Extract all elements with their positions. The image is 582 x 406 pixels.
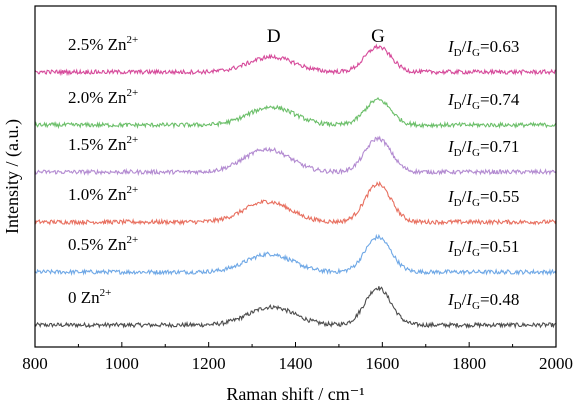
series-name-3: 1.5% Zn2+ [68, 134, 138, 154]
series-name-0: 0 Zn2+ [68, 287, 111, 307]
x-tick-label-1600: 1600 [365, 354, 399, 373]
series-ratio-5: ID/IG=0.63 [447, 37, 519, 59]
series-name-4: 2.0% Zn2+ [68, 87, 138, 107]
y-axis-label: Intensity / (a.u.) [2, 119, 23, 234]
peak-label-d: D [267, 26, 281, 47]
series-ratio-4: ID/IG=0.74 [447, 90, 520, 112]
x-tick-label-800: 800 [22, 354, 48, 373]
series-line-1 [34, 233, 557, 277]
series-line-0 [34, 286, 557, 330]
x-axis-label: Raman shift / cm⁻¹ [226, 384, 364, 404]
axes-layer: 800 1000 1200 1400 1600 1800 2000 Raman shift /… [2, 5, 573, 404]
series-ratio-3: ID/IG=0.71 [447, 137, 519, 159]
series-name-1: 0.5% Zn2+ [68, 234, 138, 254]
series-line-3 [34, 135, 557, 177]
series-ratio-1: ID/IG=0.51 [447, 237, 519, 259]
x-tick-label-2000: 2000 [539, 354, 573, 373]
peak-label-g: G [371, 26, 385, 47]
x-tick-label-1000: 1000 [105, 354, 139, 373]
series-ratio-2: ID/IG=0.55 [447, 187, 519, 209]
series-line-5 [34, 43, 557, 77]
series-line-4 [34, 97, 557, 130]
x-tick-label-1200: 1200 [192, 354, 226, 373]
series-ratio-0: ID/IG=0.48 [447, 290, 519, 312]
labels-layer: 0 Zn2+ ID/IG=0.48 0.5% Zn2+ ID/IG=0.51 1.0% … [68, 26, 520, 312]
series-layer [34, 43, 557, 330]
x-tick-label-1400: 1400 [279, 354, 313, 373]
series-name-2: 1.0% Zn2+ [68, 184, 138, 204]
x-tick-label-1800: 1800 [452, 354, 486, 373]
series-line-2 [34, 180, 557, 226]
series-name-5: 2.5% Zn2+ [68, 34, 138, 54]
